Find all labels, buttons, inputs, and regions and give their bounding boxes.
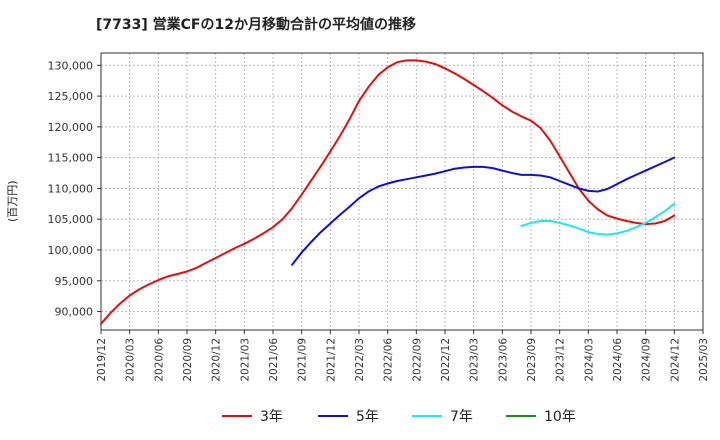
x-tick-label: 2020/06 [153, 338, 165, 382]
legend-label-3y: 3年 [260, 409, 283, 425]
x-tick-label: 2023/09 [526, 338, 538, 382]
legend-item-10y: 10年 [506, 404, 576, 428]
x-tick-label: 2022/03 [354, 338, 366, 382]
y-tick-label: 95,000 [55, 275, 94, 288]
x-tick-label: 2024/09 [641, 338, 653, 382]
x-tick-label: 2024/06 [612, 338, 624, 382]
y-tick-label: 100,000 [48, 244, 94, 257]
x-tick-label: 2021/03 [239, 338, 251, 382]
x-tick-label: 2021/06 [268, 338, 280, 382]
legend-swatch-10y [506, 415, 536, 417]
x-tick-label: 2022/12 [440, 338, 452, 382]
y-tick-label: 105,000 [48, 213, 94, 226]
legend-swatch-7y [412, 415, 442, 417]
x-tick-label: 2023/06 [497, 338, 509, 382]
y-tick-label: 120,000 [48, 121, 94, 134]
chart-title: [7733] 営業CFの12か月移動合計の平均値の推移 [96, 17, 416, 33]
x-tick-label: 2024/12 [669, 338, 681, 382]
y-tick-label: 125,000 [48, 90, 94, 103]
legend-swatch-5y [318, 415, 348, 417]
x-tick-label: 2025/03 [698, 338, 710, 382]
x-tick-label: 2020/12 [211, 338, 223, 382]
x-tick-label: 2021/09 [297, 338, 309, 382]
y-tick-label: 90,000 [55, 306, 94, 319]
legend-item-3y: 3年 [222, 404, 283, 428]
plot-area [101, 53, 703, 330]
chart-legend: 3年 5年 7年 10年 [0, 404, 720, 428]
legend-label-10y: 10年 [544, 409, 576, 425]
plot-frame [100, 52, 704, 331]
y-tick-label: 130,000 [48, 59, 94, 72]
series-line-2 [520, 202, 676, 236]
y-tick-label: 110,000 [48, 182, 94, 195]
x-tick-label: 2023/12 [555, 338, 567, 382]
x-tick-label: 2020/03 [125, 338, 137, 382]
legend-label-5y: 5年 [356, 409, 379, 425]
line-chart: 90,000 95,000 100,000 105,000 110,000 115,000… [48, 52, 710, 382]
x-tick-label: 2023/03 [469, 338, 481, 382]
y-tick-label: 115,000 [48, 152, 94, 165]
x-tick-label: 2024/03 [583, 338, 595, 382]
series-line-1 [291, 156, 676, 266]
legend-item-7y: 7年 [412, 404, 473, 428]
legend-item-5y: 5年 [318, 404, 379, 428]
x-tick-label: 2021/12 [325, 338, 337, 382]
legend-label-7y: 7年 [450, 409, 473, 425]
x-tick-label: 2022/06 [383, 338, 395, 382]
x-tick-label: 2022/09 [411, 338, 423, 382]
legend-swatch-3y [222, 415, 252, 417]
x-tick-label: 2019/12 [96, 338, 108, 382]
x-tick-label: 2020/09 [182, 338, 194, 382]
